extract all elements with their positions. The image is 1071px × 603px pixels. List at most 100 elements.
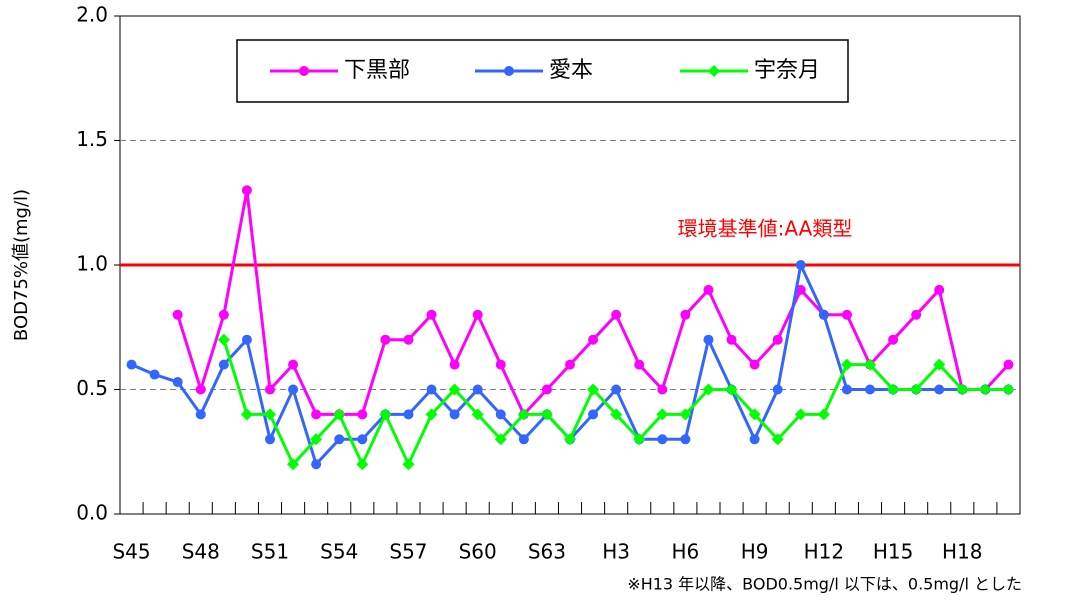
point [680, 309, 691, 320]
point [587, 383, 600, 396]
point [888, 334, 899, 345]
point [633, 433, 646, 446]
point [679, 408, 692, 421]
point [749, 359, 760, 370]
x-tick-label: S48 [182, 540, 220, 564]
point [934, 284, 945, 295]
point [795, 260, 806, 270]
point [611, 309, 622, 320]
point [771, 433, 784, 446]
point [311, 409, 322, 420]
x-tick-label: H15 [873, 540, 914, 564]
x-tick-label: S51 [251, 540, 289, 564]
y-tick-label: 1.5 [76, 127, 108, 151]
legend-label: 愛本 [549, 58, 593, 83]
point [504, 66, 514, 76]
point [541, 384, 552, 395]
point [887, 383, 900, 396]
point [334, 434, 345, 445]
point [472, 309, 483, 320]
point [864, 358, 876, 371]
point [656, 408, 669, 421]
point [725, 383, 738, 396]
point [380, 334, 391, 345]
point [195, 384, 206, 395]
point [726, 334, 737, 345]
point [1003, 359, 1014, 370]
point [657, 434, 668, 445]
point [610, 408, 623, 421]
point [517, 408, 530, 421]
point [288, 359, 299, 370]
y-tick-label: 2.0 [76, 3, 108, 27]
point [218, 359, 229, 370]
x-tick-label: H18 [942, 540, 983, 564]
point [241, 185, 252, 196]
point [218, 309, 229, 320]
point [357, 409, 368, 420]
point [287, 458, 300, 471]
point [172, 377, 183, 388]
point [426, 309, 437, 320]
point [518, 434, 529, 445]
point [495, 359, 506, 370]
legend-label: 宇奈月 [754, 58, 820, 83]
point [841, 309, 852, 320]
y-tick-label: 1.0 [76, 252, 108, 276]
point [772, 384, 783, 395]
point [680, 434, 691, 445]
x-tick-label: H6 [672, 540, 700, 564]
point [749, 434, 760, 445]
point [702, 383, 715, 396]
point [795, 284, 806, 295]
point [471, 408, 484, 421]
point [333, 408, 346, 421]
point [772, 334, 783, 345]
series-line [222, 339, 1009, 468]
point [426, 384, 437, 395]
point [425, 408, 438, 421]
x-tick-label: S54 [320, 540, 358, 564]
point [379, 408, 392, 421]
point [634, 359, 645, 370]
point [403, 409, 414, 420]
legend-label: 下黒部 [344, 58, 410, 83]
point [540, 408, 553, 421]
point [357, 434, 368, 445]
x-tick-label: H12 [804, 540, 845, 564]
point [402, 458, 415, 471]
reference-label: 環境基準値:AA類型 [678, 217, 853, 241]
point [149, 369, 160, 380]
point [448, 383, 461, 396]
point [865, 384, 875, 395]
point [841, 384, 852, 395]
point [172, 309, 183, 320]
point [449, 409, 460, 420]
point [748, 408, 761, 421]
point [310, 433, 323, 446]
point [265, 434, 275, 445]
point [494, 433, 507, 446]
x-tick-label: H9 [741, 540, 769, 564]
y-axis-label: BOD75%値(mg/l) [11, 189, 32, 341]
point [657, 384, 668, 395]
point [288, 384, 299, 395]
point [264, 408, 276, 421]
point [611, 384, 622, 395]
x-tick-label: H3 [602, 540, 630, 564]
point [403, 334, 414, 345]
y-tick-label: 0.5 [76, 376, 108, 400]
y-tick-label: 0.0 [76, 501, 108, 525]
x-tick-label: S45 [112, 540, 150, 564]
point [195, 409, 206, 420]
point [703, 334, 714, 345]
point [495, 409, 506, 420]
point [911, 309, 922, 320]
footnote: ※H13 年以降、BOD0.5mg/l 以下は、0.5mg/l とした [627, 575, 1022, 594]
point [703, 284, 714, 295]
point [217, 333, 230, 346]
point [979, 383, 992, 396]
point [241, 334, 252, 345]
point [794, 408, 807, 421]
point [588, 334, 599, 345]
